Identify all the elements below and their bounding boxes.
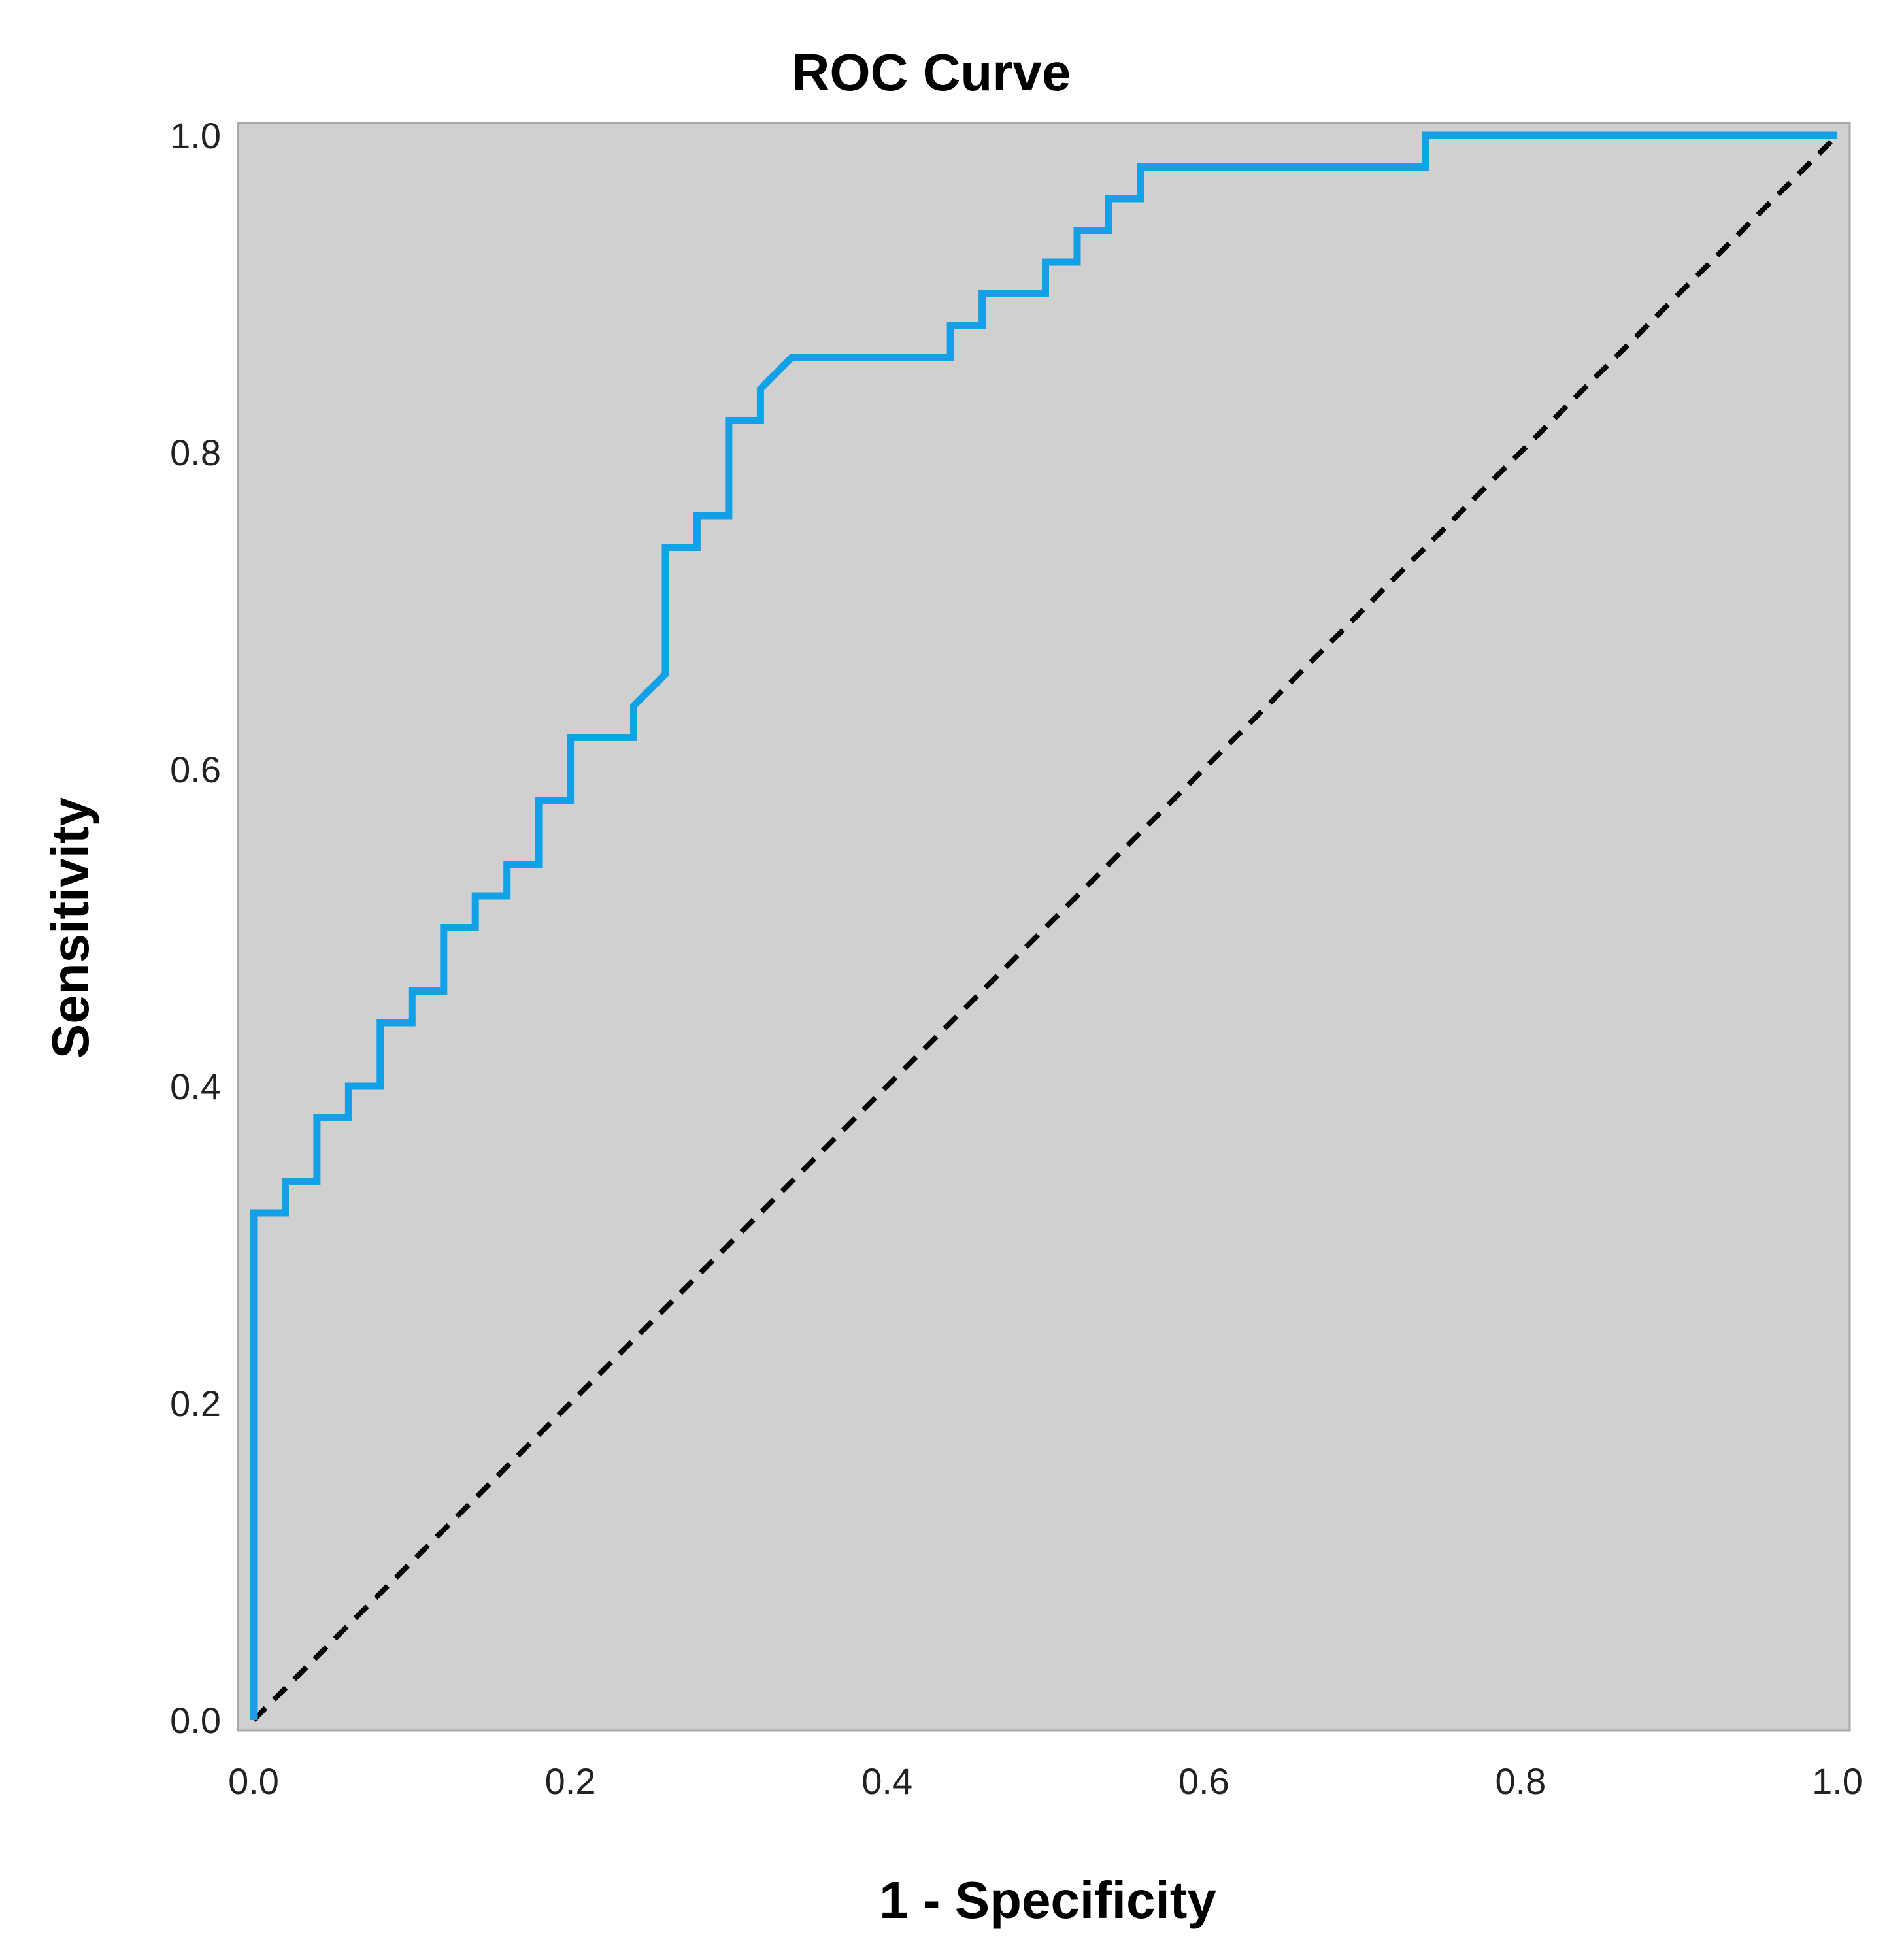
y-tick-label: 0.0 xyxy=(170,1700,221,1741)
chart-title: ROC Curve xyxy=(792,43,1071,101)
x-tick-label: 1.0 xyxy=(1812,1761,1863,1802)
y-tick-label: 0.6 xyxy=(170,749,221,790)
y-tick-label: 1.0 xyxy=(170,115,221,156)
x-tick-label: 0.8 xyxy=(1495,1761,1546,1802)
y-axis-label: Sensitivity xyxy=(41,797,99,1059)
x-tick-label: 0.2 xyxy=(545,1761,596,1802)
y-tick-label: 0.2 xyxy=(170,1383,221,1424)
y-tick-label: 0.8 xyxy=(170,432,221,473)
y-tick-label: 0.4 xyxy=(170,1066,221,1107)
plot-area xyxy=(237,122,1851,1732)
y-axis-ticks: 0.0 0.2 0.4 0.6 0.8 1.0 xyxy=(170,115,221,1741)
x-tick-label: 0.4 xyxy=(861,1761,912,1802)
x-tick-label: 0.6 xyxy=(1178,1761,1229,1802)
x-axis-ticks: 0.0 0.2 0.4 0.6 0.8 1.0 xyxy=(228,1761,1863,1802)
roc-curve-line xyxy=(250,131,1837,1720)
series-layer xyxy=(250,131,1839,1722)
x-tick-label: 0.0 xyxy=(228,1761,279,1802)
x-axis-label: 1 - Specificity xyxy=(879,1871,1216,1929)
